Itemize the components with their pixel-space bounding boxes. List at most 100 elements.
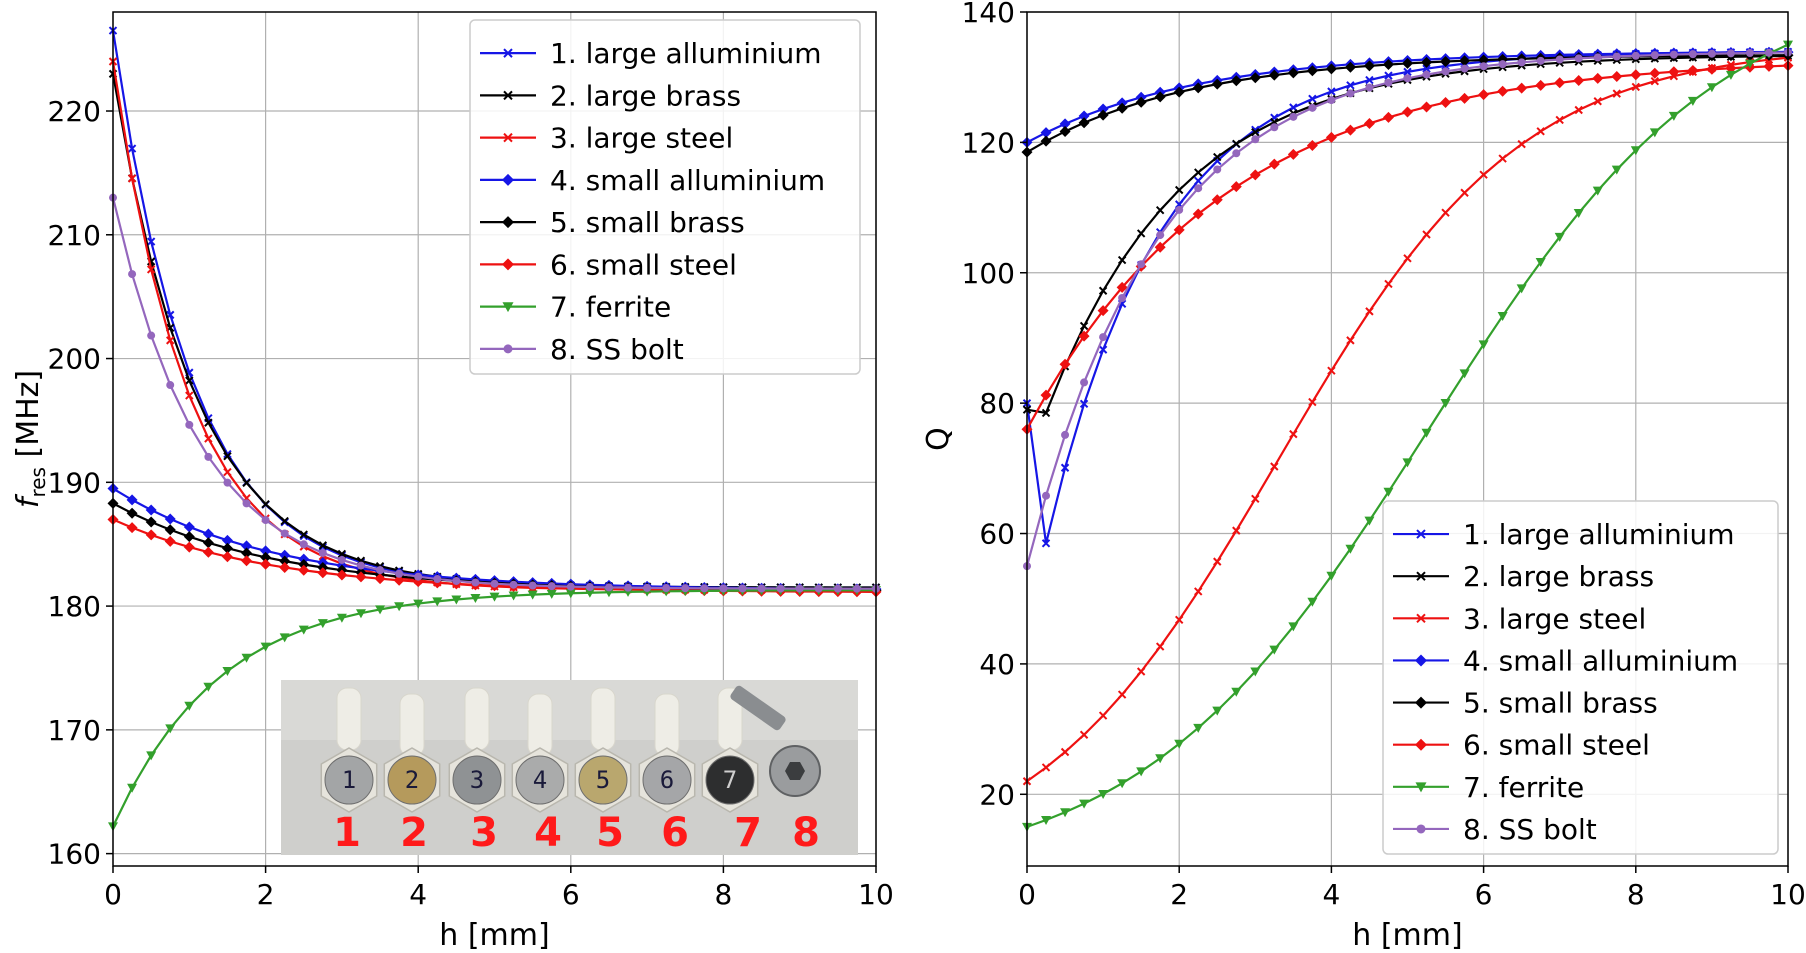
legend-label: 3. large steel bbox=[1463, 602, 1646, 635]
right-series-lines bbox=[1021, 40, 1794, 832]
data-point bbox=[509, 580, 518, 589]
data-point bbox=[719, 584, 728, 593]
sample-face bbox=[452, 755, 502, 805]
y-tick-label: 170 bbox=[48, 714, 101, 747]
legend-label: 1. large alluminium bbox=[1463, 518, 1735, 551]
data-point bbox=[1650, 51, 1659, 60]
data-point bbox=[1478, 340, 1489, 350]
data-point bbox=[1573, 74, 1585, 86]
data-point bbox=[1573, 208, 1584, 218]
data-point bbox=[164, 535, 176, 547]
data-point bbox=[1155, 205, 1165, 215]
data-point bbox=[1098, 790, 1109, 800]
legend-marker bbox=[503, 90, 513, 101]
data-point bbox=[1173, 86, 1185, 98]
y-tick-label: 210 bbox=[48, 219, 101, 252]
data-point bbox=[527, 590, 538, 600]
data-point bbox=[1117, 255, 1127, 265]
data-point bbox=[1516, 82, 1528, 94]
data-point bbox=[1478, 89, 1490, 101]
x-tick-label: 8 bbox=[1627, 878, 1645, 911]
legend-label: 2. large brass bbox=[1463, 560, 1654, 593]
legend-item: 1. large alluminium bbox=[1393, 518, 1735, 551]
data-point bbox=[1041, 408, 1051, 418]
data-point bbox=[1211, 78, 1223, 90]
y-tick-label: 120 bbox=[962, 126, 1015, 159]
data-point bbox=[1041, 763, 1051, 772]
data-point bbox=[1192, 208, 1204, 220]
data-point bbox=[1630, 146, 1641, 156]
data-point bbox=[1040, 135, 1052, 147]
data-point bbox=[204, 418, 213, 427]
legend-label: 4. small alluminium bbox=[1463, 644, 1738, 677]
data-point bbox=[432, 597, 443, 607]
data-point bbox=[1136, 229, 1146, 238]
data-point bbox=[1346, 81, 1355, 90]
data-point bbox=[1346, 336, 1355, 345]
data-point bbox=[126, 507, 138, 519]
inset-photo-table bbox=[281, 740, 858, 855]
data-point bbox=[145, 529, 157, 541]
data-point bbox=[260, 545, 272, 557]
x-tick-label: 2 bbox=[1170, 878, 1188, 911]
x-tick-label: 10 bbox=[858, 878, 894, 911]
data-point bbox=[1174, 185, 1184, 195]
data-point bbox=[1384, 279, 1393, 289]
legend-marker bbox=[503, 132, 513, 143]
y-tick-label: 40 bbox=[979, 648, 1015, 681]
left-y-label-subscript: res bbox=[26, 467, 50, 498]
left-axes-frame bbox=[112, 11, 877, 867]
data-point bbox=[1344, 61, 1356, 73]
data-point bbox=[1611, 165, 1622, 175]
data-point bbox=[355, 609, 366, 619]
data-point bbox=[1268, 69, 1280, 81]
data-point bbox=[1192, 82, 1204, 94]
data-point bbox=[1156, 231, 1165, 240]
legend-label: 4. small alluminium bbox=[550, 164, 825, 197]
data-point bbox=[395, 569, 404, 578]
data-point bbox=[202, 528, 214, 540]
sample-face bbox=[705, 755, 755, 805]
data-point bbox=[241, 540, 253, 552]
legend-box bbox=[1382, 500, 1779, 855]
data-point bbox=[222, 666, 233, 676]
right-ticks: 0 2 4 6 8 10 20 40 60 80 100 120 140 bbox=[962, 0, 1806, 911]
data-point bbox=[1251, 135, 1260, 144]
legend-marker bbox=[1416, 824, 1426, 834]
data-point bbox=[1479, 62, 1488, 71]
legend-item: 4. small alluminium bbox=[1393, 644, 1738, 677]
data-point bbox=[185, 376, 194, 385]
series-6 bbox=[1021, 60, 1794, 435]
x-tick-label: 6 bbox=[562, 878, 580, 911]
data-point bbox=[1593, 53, 1602, 62]
data-point bbox=[298, 625, 309, 635]
data-point bbox=[1287, 148, 1299, 160]
data-point bbox=[1307, 597, 1318, 607]
data-point bbox=[1763, 60, 1775, 72]
sample-mark: 1 bbox=[342, 766, 356, 794]
data-point bbox=[1289, 112, 1298, 121]
y-tick-label: 220 bbox=[48, 95, 101, 128]
data-point bbox=[1060, 463, 1070, 472]
data-point bbox=[1402, 57, 1413, 69]
data-point bbox=[279, 561, 291, 573]
data-point bbox=[1080, 378, 1089, 387]
data-point bbox=[546, 589, 557, 599]
data-point bbox=[1631, 51, 1640, 60]
data-point bbox=[1726, 49, 1735, 58]
data-point bbox=[1213, 152, 1222, 162]
data-point bbox=[337, 555, 346, 564]
left-series-lines bbox=[107, 26, 882, 832]
data-point bbox=[1554, 232, 1565, 242]
data-point bbox=[1213, 557, 1222, 566]
data-point bbox=[164, 513, 176, 525]
plastic-rod bbox=[464, 687, 490, 751]
data-point bbox=[662, 584, 671, 593]
data-point bbox=[1422, 70, 1431, 79]
data-point bbox=[1116, 281, 1128, 293]
data-point bbox=[127, 174, 137, 183]
data-point bbox=[164, 524, 176, 536]
data-point bbox=[1230, 181, 1242, 193]
legend-label: 5. small brass bbox=[1463, 687, 1658, 720]
